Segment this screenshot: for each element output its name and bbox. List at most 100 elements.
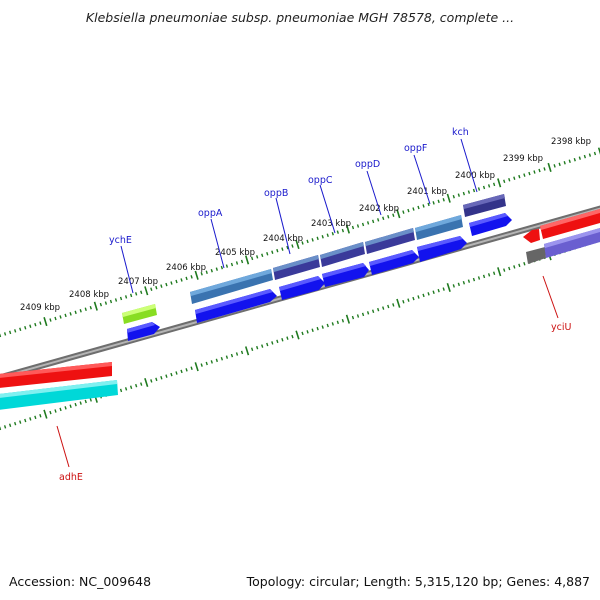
- inner-ring-minor-tick: [432, 290, 435, 294]
- outer-ring-minor-tick: [487, 184, 491, 188]
- scale-label: 2408 kbp: [69, 290, 109, 300]
- gene-label-oppA[interactable]: oppA: [198, 208, 223, 219]
- outer-ring-minor-tick: [54, 316, 57, 321]
- outer-ring-minor-tick: [29, 324, 32, 328]
- inner-ring-minor-tick: [321, 325, 324, 329]
- gene-block-oppB[interactable]: [273, 255, 325, 300]
- outer-ring-major-tick: [396, 209, 401, 219]
- inner-ring-major-tick: [446, 282, 451, 293]
- gene-block-oppD[interactable]: [365, 228, 419, 275]
- inner-ring-minor-tick: [150, 379, 153, 383]
- inner-ring-minor-tick: [0, 426, 2, 431]
- inner-ring-minor-tick: [14, 421, 17, 426]
- outer-ring-minor-tick: [256, 255, 259, 259]
- inner-ring-minor-tick: [503, 268, 506, 272]
- outer-ring-minor-tick: [392, 213, 395, 217]
- outer-ring-minor-tick: [266, 252, 269, 256]
- inner-ring-minor-tick: [452, 284, 455, 288]
- outer-ring-minor-tick: [341, 228, 345, 233]
- inner-ring-minor-tick: [160, 376, 163, 380]
- outer-ring-minor-tick: [49, 318, 52, 322]
- outer-ring-minor-tick: [104, 301, 108, 305]
- gene-label-adhE[interactable]: adhE: [59, 472, 83, 483]
- gene-label-oppD[interactable]: oppD: [355, 159, 380, 170]
- inner-ring-minor-tick: [84, 399, 87, 404]
- inner-ring-minor-tick: [39, 414, 42, 418]
- gene-block-yciU[interactable]: [523, 209, 600, 264]
- outer-ring-minor-tick: [427, 202, 430, 207]
- outer-ring-minor-tick: [472, 188, 476, 193]
- gene-block-oppC[interactable]: [320, 242, 369, 287]
- inner-ring-minor-tick: [185, 368, 188, 372]
- inner-ring-minor-tick: [402, 300, 405, 304]
- inner-ring-minor-tick: [281, 338, 284, 342]
- gene-label-ychE[interactable]: ychE: [109, 235, 132, 246]
- inner-ring-minor-tick: [407, 298, 410, 302]
- outer-ring-minor-tick: [69, 312, 72, 316]
- leader-line-kch: [460, 138, 478, 193]
- outer-ring-minor-tick: [311, 238, 314, 242]
- inner-ring-minor-tick: [392, 303, 395, 307]
- inner-ring-minor-tick: [89, 398, 92, 402]
- outer-ring-minor-tick: [225, 264, 229, 268]
- outer-ring-minor-tick: [508, 178, 511, 182]
- inner-ring-minor-tick: [286, 336, 289, 340]
- outer-ring-minor-tick: [119, 296, 123, 301]
- outer-ring-minor-tick: [583, 154, 587, 159]
- inner-ring-major-tick: [345, 314, 351, 324]
- inner-ring-minor-tick: [382, 306, 385, 310]
- outer-ring-minor-tick: [200, 272, 203, 276]
- inner-ring-minor-tick: [377, 307, 380, 312]
- outer-ring-minor-tick: [412, 207, 415, 211]
- outer-ring-minor-tick: [276, 248, 279, 253]
- inner-ring-minor-tick: [331, 322, 334, 326]
- leader-line-adhE: [56, 425, 70, 468]
- gene-label-oppF[interactable]: oppF: [404, 143, 427, 154]
- outer-ring-minor-tick: [250, 256, 254, 261]
- gene-label-oppC[interactable]: oppC: [308, 175, 333, 186]
- outer-ring-minor-tick: [568, 159, 571, 163]
- inner-ring-minor-tick: [477, 276, 481, 280]
- gene-block-adhE[interactable]: [0, 362, 118, 411]
- gene-block-oppA[interactable]: [190, 269, 277, 323]
- gene-block-oppF[interactable]: [415, 215, 467, 262]
- gene-label-yciU[interactable]: yciU: [551, 322, 571, 333]
- outer-ring-major-tick: [194, 270, 199, 280]
- gene-label-kch[interactable]: kch: [452, 127, 469, 138]
- scale-label: 2407 kbp: [118, 277, 158, 287]
- outer-ring-minor-tick: [593, 151, 597, 156]
- inner-ring-minor-tick: [427, 292, 430, 296]
- gene-block-kch[interactable]: [463, 194, 512, 236]
- gene-block-ychE[interactable]: [122, 304, 160, 341]
- outer-ring-minor-tick: [417, 205, 420, 210]
- inner-ring-minor-tick: [437, 288, 440, 293]
- inner-ring-minor-tick: [371, 309, 375, 313]
- inner-ring-minor-tick: [467, 279, 471, 283]
- inner-ring-minor-tick: [200, 363, 203, 367]
- outer-ring-minor-tick: [306, 239, 309, 244]
- outer-ring-minor-tick: [165, 282, 168, 287]
- genome-summary-text: Topology: circular; Length: 5,315,120 bp…: [246, 574, 590, 589]
- gene-annotations: ychE oppA oppB oppC oppD oppF kch adhE y…: [56, 127, 571, 483]
- inner-ring-minor-tick: [180, 369, 183, 374]
- outer-ring-minor-tick: [160, 284, 163, 288]
- inner-ring-minor-tick: [412, 296, 415, 301]
- outer-ring-minor-tick: [99, 302, 103, 307]
- outer-ring-minor-tick: [523, 173, 526, 177]
- outer-ring-minor-tick: [432, 201, 435, 205]
- outer-ring-minor-tick: [553, 164, 556, 168]
- outer-ring-minor-tick: [124, 295, 128, 299]
- outer-ring-minor-tick: [261, 253, 264, 258]
- outer-ring-minor-tick: [301, 241, 304, 245]
- leader-line-ychE: [120, 245, 134, 294]
- inner-ring-major-tick: [497, 267, 502, 277]
- outer-ring-minor-tick: [492, 182, 496, 187]
- gene-label-oppB[interactable]: oppB: [264, 188, 288, 199]
- inner-ring-minor-tick: [220, 357, 224, 361]
- outer-ring-minor-tick: [39, 321, 42, 325]
- outer-ring-minor-tick: [321, 235, 324, 239]
- outer-ring-minor-tick: [457, 193, 460, 197]
- outer-ring-minor-tick: [336, 230, 339, 234]
- outer-ring-major-tick: [597, 147, 600, 155]
